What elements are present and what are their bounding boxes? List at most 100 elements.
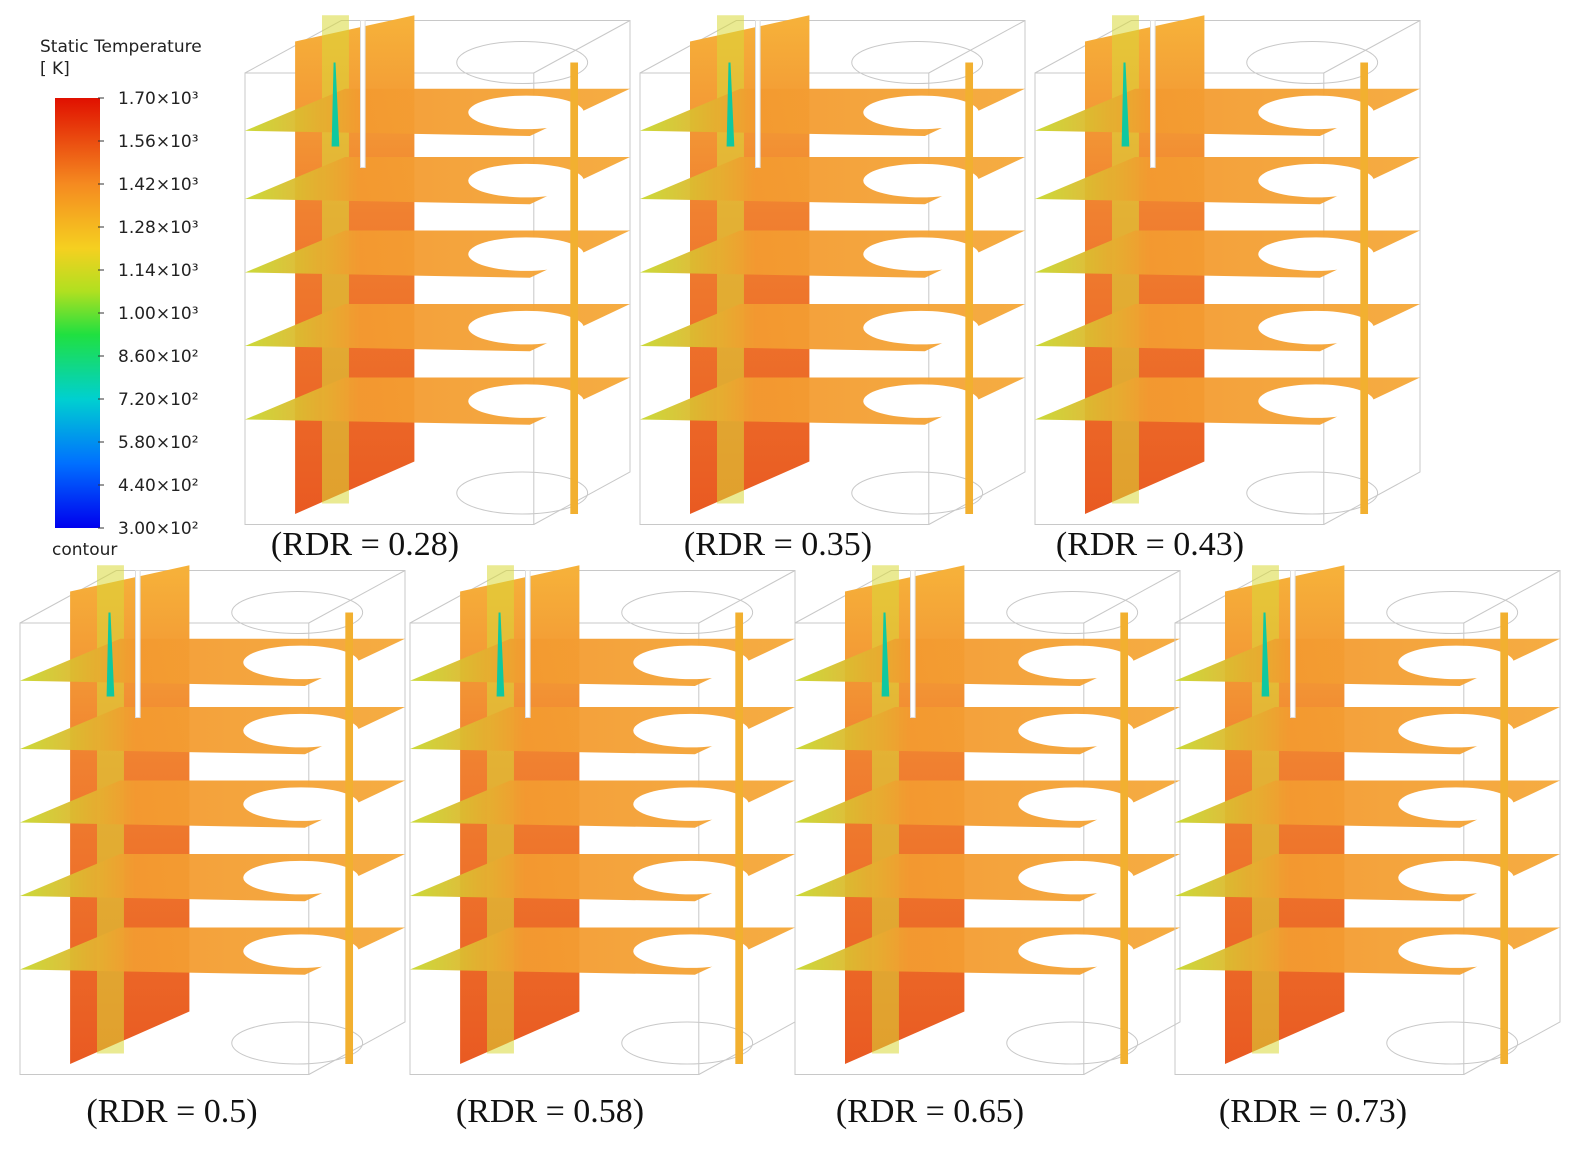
colorbar-label: 8.60×10² xyxy=(118,347,199,367)
slice-hole xyxy=(1018,934,1134,968)
cylinder-bottom xyxy=(1386,1021,1519,1065)
injector xyxy=(755,20,761,168)
colorbar-label: 1.42×10³ xyxy=(118,175,199,195)
box-edge xyxy=(1463,570,1561,624)
cylinder-bottom xyxy=(851,471,984,515)
cylinder-top xyxy=(1386,591,1519,634)
colorbar-label: 4.40×10² xyxy=(118,476,199,496)
contour-panel: (RDR = 0.28) xyxy=(244,15,631,563)
slice-hole xyxy=(1018,713,1134,748)
cold-jet xyxy=(331,62,340,147)
box-edge xyxy=(1323,20,1421,74)
slice-hole xyxy=(243,860,359,895)
cold-jet xyxy=(726,62,735,147)
slice-hole xyxy=(1398,713,1514,748)
panel-label: (RDR = 0.5) xyxy=(86,1093,257,1130)
contour-panel: (RDR = 0.58) xyxy=(409,565,796,1130)
box-edge xyxy=(1083,570,1181,624)
slice-hole xyxy=(1398,934,1514,968)
colorbar-label: 1.28×10³ xyxy=(118,218,199,238)
panel-label: (RDR = 0.73) xyxy=(1219,1093,1407,1130)
colorbar-label: 1.56×10³ xyxy=(118,132,199,152)
colorbar-label: 5.80×10² xyxy=(118,433,199,453)
slice-hole xyxy=(468,237,584,271)
rod xyxy=(1360,62,1369,514)
colorbar-label: 1.14×10³ xyxy=(118,261,199,281)
slice-hole xyxy=(468,163,584,198)
slice-hole xyxy=(863,384,979,418)
cold-jet xyxy=(106,612,115,697)
box-edge xyxy=(928,20,1026,74)
slice-hole xyxy=(468,384,584,418)
slice-hole xyxy=(1258,384,1374,418)
cylinder-bottom xyxy=(1006,1021,1139,1065)
slice-hole xyxy=(468,95,584,130)
panels: (RDR = 0.28) (RDR = 0.35) (RDR = 0.43) (RDR… xyxy=(19,15,1561,1130)
cold-jet xyxy=(881,612,890,697)
slice-hole xyxy=(1258,163,1374,198)
legend-footer: contour xyxy=(52,540,117,560)
cylinder-bottom xyxy=(621,1021,754,1065)
contour-panel: (RDR = 0.65) xyxy=(794,565,1181,1130)
slice-hole xyxy=(633,787,749,821)
contour-panel: (RDR = 0.43) xyxy=(1034,15,1421,563)
slice-hole xyxy=(243,934,359,968)
legend-title: Static Temperature xyxy=(40,37,202,57)
injector xyxy=(135,570,141,718)
slice-hole xyxy=(243,645,359,680)
slice-hole xyxy=(1018,860,1134,895)
panel-label: (RDR = 0.65) xyxy=(836,1093,1024,1130)
cylinder-bottom xyxy=(456,471,589,515)
slice-hole xyxy=(633,860,749,895)
rod xyxy=(735,612,744,1064)
legend-unit: [ K] xyxy=(40,59,70,79)
slice-hole xyxy=(468,310,584,345)
slice-hole xyxy=(1398,787,1514,821)
cylinder-top xyxy=(456,41,589,84)
contour-panel: (RDR = 0.5) xyxy=(19,565,406,1130)
panel-label: (RDR = 0.43) xyxy=(1056,526,1244,563)
cylinder-bottom xyxy=(1246,471,1379,515)
injector xyxy=(1150,20,1156,168)
rod xyxy=(570,62,579,514)
slice-hole xyxy=(863,95,979,130)
box-edge xyxy=(698,570,796,624)
slice-hole xyxy=(1398,645,1514,680)
rod xyxy=(965,62,974,514)
colorbar-label: 1.00×10³ xyxy=(118,304,199,324)
contour-panel: (RDR = 0.73) xyxy=(1174,565,1561,1130)
injector xyxy=(910,570,916,718)
slice-hole xyxy=(1398,860,1514,895)
injector xyxy=(1290,570,1296,718)
colorbar xyxy=(55,98,100,528)
box-edge xyxy=(533,20,631,74)
cold-jet xyxy=(1261,612,1270,697)
slice-hole xyxy=(1018,645,1134,680)
slice-hole xyxy=(863,237,979,271)
colorbar-label: 7.20×10² xyxy=(118,390,199,410)
cylinder-top xyxy=(231,591,364,634)
cold-jet xyxy=(496,612,505,697)
slice-hole xyxy=(243,787,359,821)
injector xyxy=(360,20,366,168)
cylinder-top xyxy=(1006,591,1139,634)
colorbar-label: 1.70×10³ xyxy=(118,89,199,109)
slice-hole xyxy=(633,934,749,968)
box-edge xyxy=(308,570,406,624)
slice-hole xyxy=(633,713,749,748)
panel-label: (RDR = 0.28) xyxy=(271,526,459,563)
slice-hole xyxy=(243,713,359,748)
slice-hole xyxy=(1258,95,1374,130)
cylinder-top xyxy=(621,591,754,634)
rod xyxy=(345,612,354,1064)
rod xyxy=(1500,612,1509,1064)
rod xyxy=(1120,612,1129,1064)
colorbar-label: 3.00×10² xyxy=(118,519,199,539)
cylinder-bottom xyxy=(231,1021,364,1065)
contour-panel: (RDR = 0.35) xyxy=(639,15,1026,563)
slice-hole xyxy=(1258,310,1374,345)
slice-hole xyxy=(1018,787,1134,821)
slice-hole xyxy=(1258,237,1374,271)
panel-label: (RDR = 0.58) xyxy=(456,1093,644,1130)
